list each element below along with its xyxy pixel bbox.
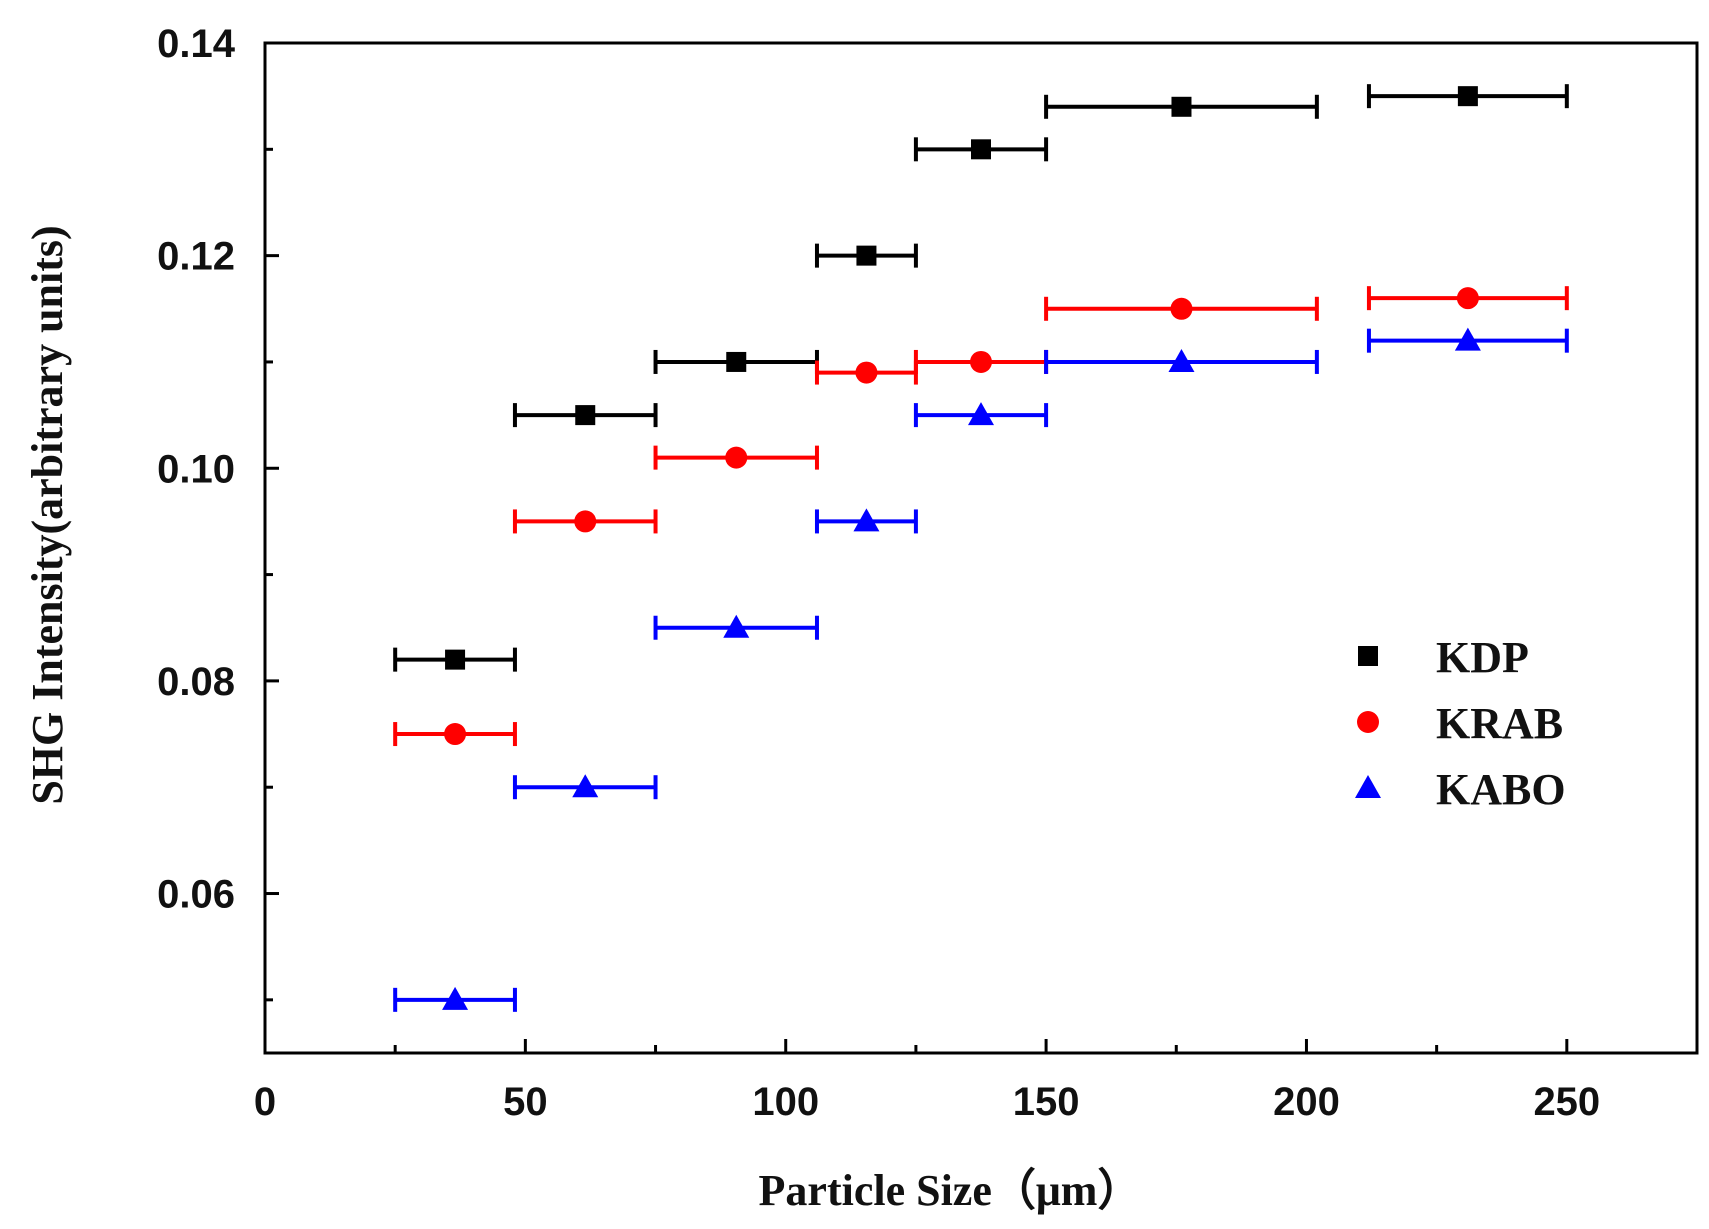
legend-marker-krab [1357,711,1379,733]
kabo-point [723,614,750,638]
axes-layer: 0 50 100 150 200 250 0.06 0.08 0.10 0.12 0.14 [157,22,1699,1124]
x-tick-label: 100 [752,1080,819,1124]
y-axis-title: SHG Intensity(arbitrary units) [23,225,72,804]
legend: KDP KRAB KABO [1355,633,1566,814]
kdp-point [971,139,991,160]
kabo-point [853,508,880,532]
kabo-point [1454,327,1481,351]
y-tick-label: 0.06 [157,873,235,917]
kdp-point [726,351,747,372]
kdp-point [856,245,877,266]
legend-label-kdp: KDP [1436,633,1529,682]
x-tick-label: 150 [1013,1080,1080,1124]
x-tick-label: 200 [1273,1080,1340,1124]
kdp-point [1171,96,1192,117]
y-tick-label: 0.14 [157,22,236,66]
kabo-point [442,986,469,1010]
x-tick-label: 0 [254,1080,276,1124]
x-tick-label: 250 [1533,1080,1600,1124]
plot-frame [263,41,1699,1055]
kdp-point [1457,86,1478,107]
krab-point [1456,287,1479,310]
legend-marker-kabo [1355,775,1381,798]
krab-point [725,446,748,469]
y-tick-label: 0.08 [157,660,235,704]
krab-point [574,510,597,533]
krab-point [444,723,467,746]
kdp-point [445,649,466,670]
kabo-point [572,774,599,798]
legend-label-kabo: KABO [1436,765,1566,814]
legend-label-krab: KRAB [1436,699,1563,748]
x-tick-label: 50 [503,1080,548,1124]
kabo-point [1168,348,1195,372]
kabo-point [968,402,994,426]
y-tick-label: 0.10 [157,447,235,491]
krab-point [855,361,878,384]
data-layer [393,84,1569,1012]
kdp-point [575,405,596,426]
legend-marker-kdp [1358,646,1378,666]
y-tick-label: 0.12 [157,235,235,279]
krab-point [1170,297,1193,320]
x-axis-title: Particle Size（μm） [759,1166,1142,1215]
krab-point [970,350,992,373]
